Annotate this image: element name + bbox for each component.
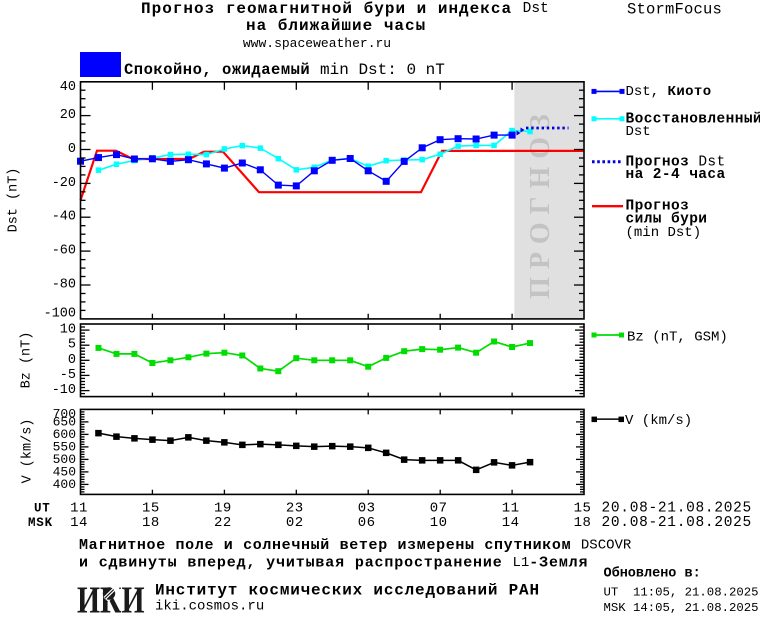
svg-text:Восстановленный: Восстановленный bbox=[626, 111, 760, 127]
svg-text:Обновлено в:: Обновлено в: bbox=[604, 566, 701, 582]
svg-text:Прогноз: Прогноз bbox=[626, 199, 690, 215]
svg-text:Bz (nT, GSM): Bz (nT, GSM) bbox=[627, 330, 728, 346]
svg-text:Прогноз геомагнитной бури и ин: Прогноз геомагнитной бури и индекса Dst bbox=[141, 0, 549, 18]
svg-text:StormFocus: StormFocus bbox=[627, 1, 722, 19]
svg-text:-40: -40 bbox=[52, 210, 76, 225]
svg-text:0: 0 bbox=[68, 353, 76, 368]
svg-text:и сдвинуты вперед, учитывая ра: и сдвинуты вперед, учитывая распростране… bbox=[79, 555, 588, 572]
svg-text:20.08-21.08.2025: 20.08-21.08.2025 bbox=[602, 515, 752, 531]
svg-text:07: 07 bbox=[430, 501, 448, 517]
svg-text:MSK 14:05, 21.08.2025: MSK 14:05, 21.08.2025 bbox=[604, 601, 759, 615]
svg-text:Магнитное поле и солнечный вет: Магнитное поле и солнечный ветер измерен… bbox=[79, 537, 632, 554]
svg-text:ИКИ: ИКИ bbox=[77, 580, 145, 620]
svg-text:14: 14 bbox=[70, 515, 88, 531]
svg-text:14: 14 bbox=[502, 515, 520, 531]
svg-text:ПРОГНОЗ: ПРОГНОЗ bbox=[525, 106, 556, 299]
svg-text:Dst (nT): Dst (nT) bbox=[7, 168, 22, 233]
svg-text:на 2-4 часа: на 2-4 часа bbox=[626, 167, 726, 183]
svg-text:Прогноз Dst: Прогноз Dst bbox=[626, 154, 726, 170]
svg-text:18: 18 bbox=[142, 515, 160, 531]
svg-text:Bz (nT): Bz (nT) bbox=[20, 332, 35, 389]
svg-text:-10: -10 bbox=[52, 383, 76, 398]
svg-text:10: 10 bbox=[60, 323, 76, 338]
svg-text:700: 700 bbox=[53, 406, 76, 421]
svg-text:iki.cosmos.ru: iki.cosmos.ru bbox=[155, 599, 264, 615]
svg-text:400: 400 bbox=[53, 477, 76, 492]
svg-text:600: 600 bbox=[53, 427, 76, 442]
svg-text:19: 19 bbox=[214, 501, 232, 517]
svg-text:0: 0 bbox=[68, 142, 76, 157]
svg-text:20: 20 bbox=[60, 108, 76, 123]
svg-text:10: 10 bbox=[430, 515, 448, 531]
svg-text:02: 02 bbox=[286, 515, 304, 531]
svg-text:V (km/s): V (km/s) bbox=[21, 419, 36, 484]
svg-text:22: 22 bbox=[214, 515, 232, 531]
svg-text:11: 11 bbox=[502, 501, 520, 517]
svg-text:20.08-21.08.2025: 20.08-21.08.2025 bbox=[602, 501, 752, 517]
svg-text:500: 500 bbox=[53, 452, 76, 467]
svg-text:Институт космических исследова: Институт космических исследований РАН bbox=[155, 582, 540, 600]
svg-text:450: 450 bbox=[53, 464, 76, 479]
svg-text:на ближайшие часы: на ближайшие часы bbox=[246, 17, 426, 35]
svg-text:550: 550 bbox=[53, 439, 76, 454]
svg-text:06: 06 bbox=[358, 515, 376, 531]
svg-text:MSK: MSK bbox=[28, 516, 53, 530]
svg-text:-100: -100 bbox=[44, 307, 76, 322]
svg-text:UT: UT bbox=[34, 502, 51, 516]
svg-text:Спокойно, ожидаемый min Dst: 0: Спокойно, ожидаемый min Dst: 0 nT bbox=[124, 61, 445, 79]
svg-text:40: 40 bbox=[60, 80, 76, 95]
svg-text:www.spaceweather.ru: www.spaceweather.ru bbox=[243, 36, 391, 51]
svg-text:Dst, Киото: Dst, Киото bbox=[626, 84, 712, 100]
svg-text:23: 23 bbox=[286, 501, 304, 517]
svg-text:18: 18 bbox=[574, 515, 592, 531]
svg-text:15: 15 bbox=[142, 501, 160, 517]
svg-text:-80: -80 bbox=[52, 278, 76, 293]
svg-text:силы бури: силы бури bbox=[626, 212, 708, 228]
svg-text:03: 03 bbox=[358, 501, 376, 517]
svg-text:-60: -60 bbox=[52, 244, 76, 259]
svg-text:5: 5 bbox=[68, 338, 76, 353]
svg-text:V (km/s): V (km/s) bbox=[625, 413, 692, 429]
svg-text:11: 11 bbox=[70, 501, 88, 517]
svg-text:15: 15 bbox=[574, 501, 592, 517]
svg-text:-20: -20 bbox=[52, 176, 76, 191]
svg-text:-5: -5 bbox=[60, 368, 76, 383]
svg-text:650: 650 bbox=[53, 414, 76, 429]
svg-text:(min Dst): (min Dst) bbox=[626, 225, 702, 241]
svg-text:UT 11:05, 21.08.2025: UT 11:05, 21.08.2025 bbox=[604, 585, 759, 599]
svg-text:Dst: Dst bbox=[626, 124, 651, 140]
